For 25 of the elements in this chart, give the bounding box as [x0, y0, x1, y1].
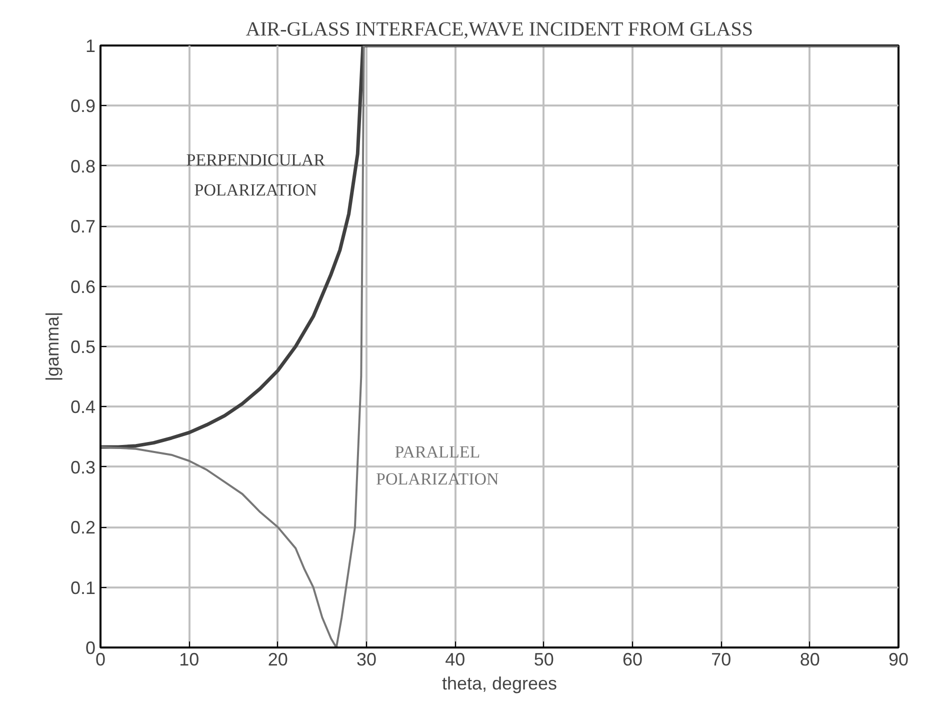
series-label: PERPENDICULAR POLARIZATION — [186, 150, 326, 200]
x-tick-label: 90 — [888, 650, 909, 670]
y-tick-label: 0.2 — [70, 518, 96, 538]
x-axis-title: theta, degrees — [442, 674, 558, 694]
x-tick-label: 60 — [622, 650, 643, 670]
chart-title: AIR-GLASS INTERFACE,WAVE INCIDENT FROM GLASS — [246, 18, 753, 40]
y-tick-label: 0.5 — [70, 337, 96, 357]
x-tick-label: 50 — [534, 650, 554, 670]
y-tick-label: 0.3 — [70, 457, 96, 478]
y-tick-label: 0.6 — [70, 276, 96, 297]
y-tick-label: 0.9 — [70, 96, 96, 116]
x-tick-label: 10 — [179, 650, 200, 670]
y-tick-label: 0.4 — [70, 397, 96, 418]
x-tick-label: 20 — [268, 650, 288, 670]
x-tick-label: 30 — [356, 650, 377, 670]
y-tick-label: 0.7 — [70, 216, 96, 237]
y-tick-label: 1 — [85, 36, 96, 56]
x-tick-label: 70 — [711, 650, 732, 670]
line-series — [100, 46, 898, 648]
series-label: PARALLEL POLARIZATION — [376, 442, 499, 488]
y-tick-label: 0.1 — [70, 578, 96, 598]
x-tick-label: 80 — [800, 650, 820, 670]
x-tick-label: 40 — [445, 650, 466, 670]
y-tick-label: 0.8 — [70, 156, 96, 176]
y-axis-title: |gamma| — [42, 312, 62, 382]
